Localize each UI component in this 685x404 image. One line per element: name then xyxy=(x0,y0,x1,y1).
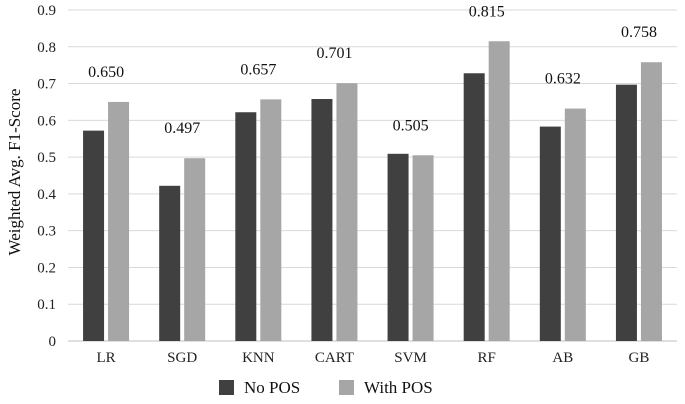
bar-with-pos-ab xyxy=(564,108,586,341)
y-tick-label: 0.1 xyxy=(37,297,56,313)
data-label-svm: 0.505 xyxy=(393,117,429,134)
bar-with-pos-knn xyxy=(260,99,282,342)
data-labels: 0.650 0.497 0.657 0.701 0.505 0.815 0.632 0.758 xyxy=(88,3,657,137)
bars xyxy=(83,41,662,342)
x-category-label: CART xyxy=(315,350,354,366)
bar-with-pos-lr xyxy=(108,101,130,341)
data-label-lr: 0.650 xyxy=(88,64,124,81)
bar-no-pos-lr xyxy=(83,130,105,341)
data-label-cart: 0.701 xyxy=(316,45,352,62)
x-category-label: SGD xyxy=(167,350,197,366)
bar-no-pos-cart xyxy=(311,99,333,341)
y-tick-label: 0.9 xyxy=(37,3,56,19)
legend-label-no-pos: No POS xyxy=(244,378,300,397)
y-tick-label: 0.2 xyxy=(37,260,56,276)
bar-no-pos-sgd xyxy=(159,185,181,341)
x-category-label: GB xyxy=(629,350,650,366)
bar-with-pos-svm xyxy=(412,155,434,341)
y-tick-label: 0 xyxy=(49,334,57,350)
bar-with-pos-rf xyxy=(488,41,510,342)
bar-with-pos-gb xyxy=(640,62,662,341)
y-tick-label: 0.4 xyxy=(37,187,56,203)
x-category-label: SVM xyxy=(394,350,427,366)
bar-with-pos-sgd xyxy=(184,158,206,341)
bar-no-pos-ab xyxy=(539,126,561,341)
data-label-rf: 0.815 xyxy=(469,3,505,20)
bar-no-pos-rf xyxy=(463,73,485,341)
y-tick-label: 0.3 xyxy=(37,224,56,240)
bar-no-pos-svm xyxy=(387,153,409,341)
bar-with-pos-cart xyxy=(336,83,358,341)
data-label-ab: 0.632 xyxy=(545,71,581,88)
bar-no-pos-knn xyxy=(235,112,257,342)
data-label-sgd: 0.497 xyxy=(164,120,200,137)
y-tick-label: 0.7 xyxy=(37,77,56,93)
y-tick-label: 0.6 xyxy=(37,113,56,129)
legend-swatch-no-pos xyxy=(219,380,234,395)
bar-no-pos-gb xyxy=(615,84,637,342)
x-category-label: KNN xyxy=(242,350,275,366)
y-axis-label: Weighted Avg. F1-Score xyxy=(5,89,24,256)
x-axis-categories: LR SGD KNN CART SVM RF AB GB xyxy=(96,350,649,366)
y-tick-label: 0.8 xyxy=(37,40,56,56)
legend: No POS With POS xyxy=(219,378,433,397)
x-category-label: AB xyxy=(552,350,573,366)
data-label-knn: 0.657 xyxy=(240,61,276,78)
x-category-label: RF xyxy=(478,350,496,366)
x-category-label: LR xyxy=(96,350,115,366)
legend-swatch-with-pos xyxy=(339,380,354,395)
data-label-gb: 0.758 xyxy=(621,24,657,41)
y-tick-label: 0.5 xyxy=(37,150,56,166)
y-axis-ticks: 0 0.1 0.2 0.3 0.4 0.5 0.6 0.7 0.8 0.9 xyxy=(37,3,56,350)
legend-label-with-pos: With POS xyxy=(364,378,433,397)
